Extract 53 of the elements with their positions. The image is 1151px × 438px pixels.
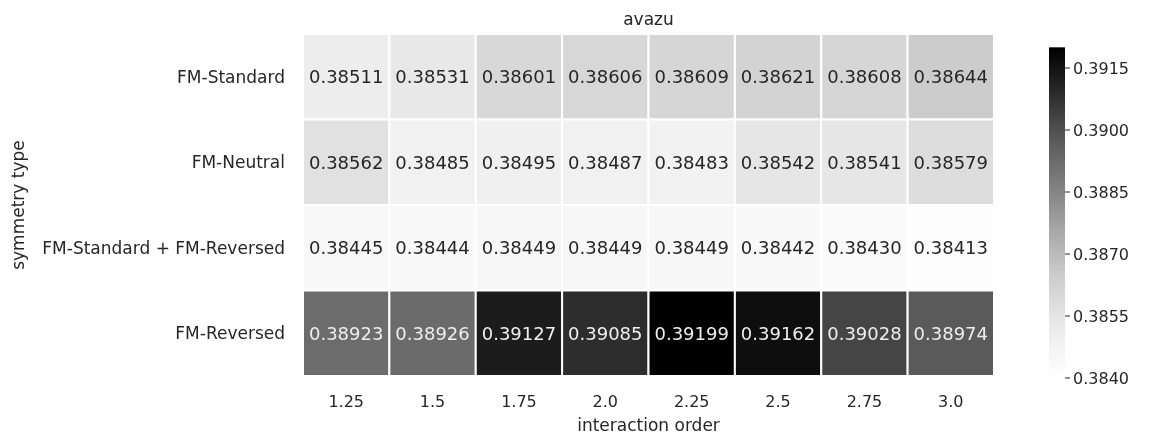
data-label: 0.38485	[395, 151, 470, 173]
data-label: 0.38541	[827, 151, 902, 173]
data-label: 0.39199	[654, 322, 729, 344]
data-label: 0.38430	[827, 237, 902, 259]
data-label: 0.39162	[740, 322, 816, 344]
data-label: 0.38413	[913, 237, 989, 259]
x-tick-label: 1.5	[419, 392, 446, 411]
data-label: 0.38444	[395, 237, 470, 259]
x-tick-label: 1.25	[328, 392, 364, 411]
y-axis-title: symmetry type	[8, 140, 28, 270]
data-label: 0.38606	[568, 66, 643, 88]
chart-title: avazu	[623, 9, 674, 29]
color-bar-label: 0.3915	[1073, 58, 1129, 78]
data-label: 0.38531	[395, 66, 470, 88]
data-label: 0.38621	[740, 66, 816, 88]
x-tick-label: 2.75	[846, 392, 883, 411]
data-label: 0.39085	[568, 322, 643, 344]
data-label: 0.38926	[395, 322, 470, 344]
x-tick-label: 2.5	[765, 392, 791, 411]
data-label: 0.38487	[568, 151, 643, 173]
x-tick-label: 2.0	[592, 392, 619, 411]
color-bar-label: 0.3900	[1073, 120, 1129, 140]
data-label: 0.38542	[740, 151, 816, 173]
data-label: 0.38601	[481, 66, 557, 88]
data-label: 0.39127	[481, 322, 557, 344]
data-label: 0.38449	[654, 237, 729, 259]
data-label: 0.38445	[308, 237, 384, 259]
x-tick-label: 1.75	[501, 392, 537, 411]
data-label: 0.38483	[654, 151, 729, 173]
data-label: 0.38974	[913, 322, 989, 344]
color-bar-label: 0.3870	[1073, 244, 1129, 264]
data-label: 0.38449	[481, 237, 557, 259]
y-tick-label: FM-Neutral	[191, 152, 285, 173]
data-label: 0.38608	[827, 66, 902, 88]
x-axis-title: interaction order	[577, 415, 720, 435]
data-label: 0.38579	[913, 151, 989, 173]
data-label: 0.39028	[827, 322, 902, 344]
data-label: 0.38495	[481, 151, 557, 173]
x-tick-label: 3.0	[938, 392, 964, 411]
data-label: 0.38449	[568, 237, 643, 259]
data-label: 0.38923	[308, 322, 384, 344]
x-tick-label: 2.25	[673, 392, 710, 411]
y-tick-label: FM-Standard + FM-Reversed	[42, 237, 285, 258]
y-tick-label: FM-Reversed	[175, 323, 285, 344]
y-tick-label: FM-Standard	[177, 66, 285, 87]
color-bar-label: 0.3840	[1073, 368, 1129, 388]
data-label: 0.38562	[308, 151, 384, 173]
color-bar-label: 0.3855	[1073, 306, 1129, 326]
data-label: 0.38609	[654, 66, 729, 88]
data-label: 0.38644	[913, 66, 989, 88]
data-label: 0.38442	[740, 237, 816, 259]
data-label: 0.38511	[308, 66, 384, 88]
color-bar-label: 0.3885	[1073, 182, 1129, 202]
